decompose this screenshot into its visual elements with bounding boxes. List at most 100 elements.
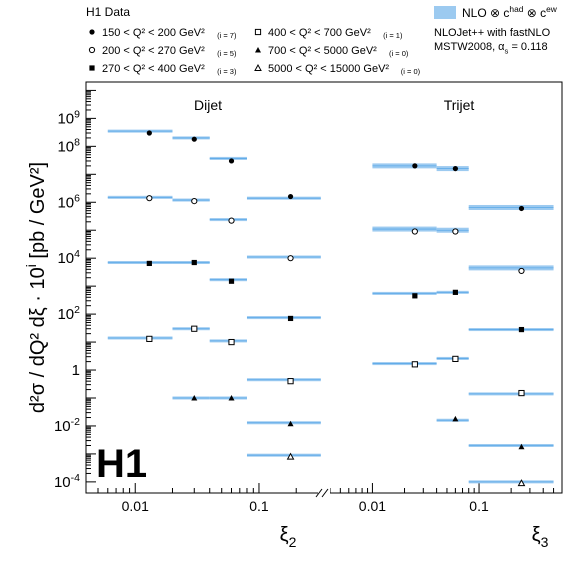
series-filled-triangle [172, 394, 321, 427]
panel-dijet: 0.01 0.1 ξ2 Dijet [85, 97, 321, 550]
legend-entry: 200 < Q² < 270 GeV² (i = 5) [88, 45, 237, 58]
series-open-square [372, 355, 554, 397]
legend-title: H1 Data [86, 5, 130, 19]
series-filled-circle [372, 163, 554, 212]
data-point [412, 293, 418, 299]
legend-entry-label: 270 < Q² < 400 GeV² [102, 63, 205, 75]
legend-entry-tag: (i = 7) [217, 31, 237, 40]
x-tick-label: 0.01 [359, 498, 386, 514]
series-open-circle [107, 195, 321, 262]
legend-entry-label: 700 < Q² < 5000 GeV² [268, 45, 377, 57]
y-tick-label: 102 [57, 304, 80, 323]
data-point [452, 289, 458, 295]
y-tick-label: 108 [57, 136, 80, 155]
data-point [228, 338, 235, 346]
legend-entry-tag: (i = 3) [217, 67, 237, 76]
legend-entry-label: 5000 < Q² < 15000 GeV² [268, 63, 389, 75]
data-point [228, 394, 235, 401]
legend-entry: 5000 < Q² < 15000 GeV² (i = 0) [254, 63, 421, 76]
legend-theory-line3: MSTW2008, αs = 0.118 [434, 41, 548, 55]
data-point [411, 361, 418, 368]
data-point [191, 198, 198, 205]
y-tick-label: 10-2 [54, 416, 80, 435]
h1-logo: H1 [96, 442, 147, 486]
y-axis-label: d²σ / dQ² dξ · 10i [pb / GeV²] [23, 162, 49, 413]
y-tick-label: 10-4 [54, 472, 80, 491]
panel-trijet: 0.01 0.1 ξ3 Trijet [329, 97, 555, 550]
data-point [287, 255, 294, 262]
legend-theory-line2: NLOJet++ with fastNLO [434, 27, 551, 39]
axis-break-gap [318, 487, 330, 499]
series-filled-triangle [436, 415, 554, 450]
series-filled-square [107, 259, 321, 322]
legend-entry-label: 150 < Q² < 200 GeV² [102, 27, 205, 39]
y-axis: 109 108 106 104 102 1 10-2 10-4 [54, 81, 96, 491]
data-point [146, 260, 152, 267]
data-point [518, 326, 525, 333]
data-point [517, 479, 526, 487]
data-point [286, 452, 295, 460]
data-point [412, 163, 418, 169]
series-open-triangle [468, 479, 554, 487]
x-axis-label: ξ2 [280, 524, 297, 550]
data-point [452, 415, 459, 422]
data-point [228, 278, 235, 284]
legend-entry: 150 < Q² < 200 GeV² (i = 7) [89, 27, 237, 40]
data-point [146, 130, 152, 136]
data-point [191, 325, 198, 332]
legend-entry-tag: (i = 1) [383, 31, 403, 40]
legend: H1 Data 150 < Q² < 200 GeV² (i = 7) 200 < Q… [86, 4, 558, 76]
legend-theory-swatch [434, 6, 456, 19]
series-open-triangle [246, 452, 321, 460]
series-filled-square [372, 289, 554, 333]
legend-marker [88, 46, 96, 54]
axis-break [315, 487, 330, 499]
legend-entry-label: 200 < Q² < 270 GeV² [102, 45, 205, 57]
panel-title: Dijet [194, 97, 222, 113]
x-tick-label: 0.01 [122, 498, 149, 514]
legend-marker [89, 65, 95, 71]
legend-entry-tag: (i = 0) [401, 67, 421, 76]
x-tick-label: 0.1 [249, 498, 269, 514]
axis-break-slash [321, 488, 329, 498]
series-open-circle [372, 226, 554, 275]
data-point [228, 217, 235, 224]
plot-frame [85, 81, 563, 494]
legend-entry: 270 < Q² < 400 GeV² (i = 3) [89, 63, 237, 76]
panel-title: Trijet [444, 97, 475, 113]
data-point [452, 228, 459, 235]
y-tick-label: 109 [57, 108, 80, 127]
y-tick-label: 1 [72, 362, 80, 379]
x-axis-label: ξ3 [532, 524, 549, 550]
series-filled-circle [107, 129, 321, 200]
data-point [452, 355, 459, 363]
legend-marker [89, 29, 95, 35]
legend-entry-tag: (i = 5) [217, 49, 237, 58]
axis-break-slash [315, 488, 323, 498]
data-point [287, 315, 294, 322]
legend-marker [255, 47, 261, 53]
data-point [518, 267, 525, 275]
data-point [191, 394, 198, 401]
data-point [287, 193, 294, 200]
data-point [146, 335, 153, 342]
y-tick-label: 104 [57, 248, 80, 267]
legend-entry-label: 400 < Q² < 700 GeV² [268, 27, 371, 39]
data-point [452, 165, 458, 172]
data-point [228, 158, 235, 164]
series-open-square [107, 325, 321, 385]
data-point [518, 443, 525, 450]
y-tick-label: 106 [57, 192, 80, 211]
legend-marker [254, 28, 262, 36]
legend-marker [254, 63, 262, 71]
data-point [287, 378, 294, 385]
data-point [287, 420, 294, 427]
legend-entry: 700 < Q² < 5000 GeV² (i = 0) [255, 45, 409, 58]
legend-theory-label: NLO ⊗ chad ⊗ cew [462, 4, 558, 20]
data-point [518, 389, 525, 397]
legend-entry-tag: (i = 0) [389, 49, 409, 58]
data-point [191, 259, 197, 266]
data-point [191, 136, 197, 142]
